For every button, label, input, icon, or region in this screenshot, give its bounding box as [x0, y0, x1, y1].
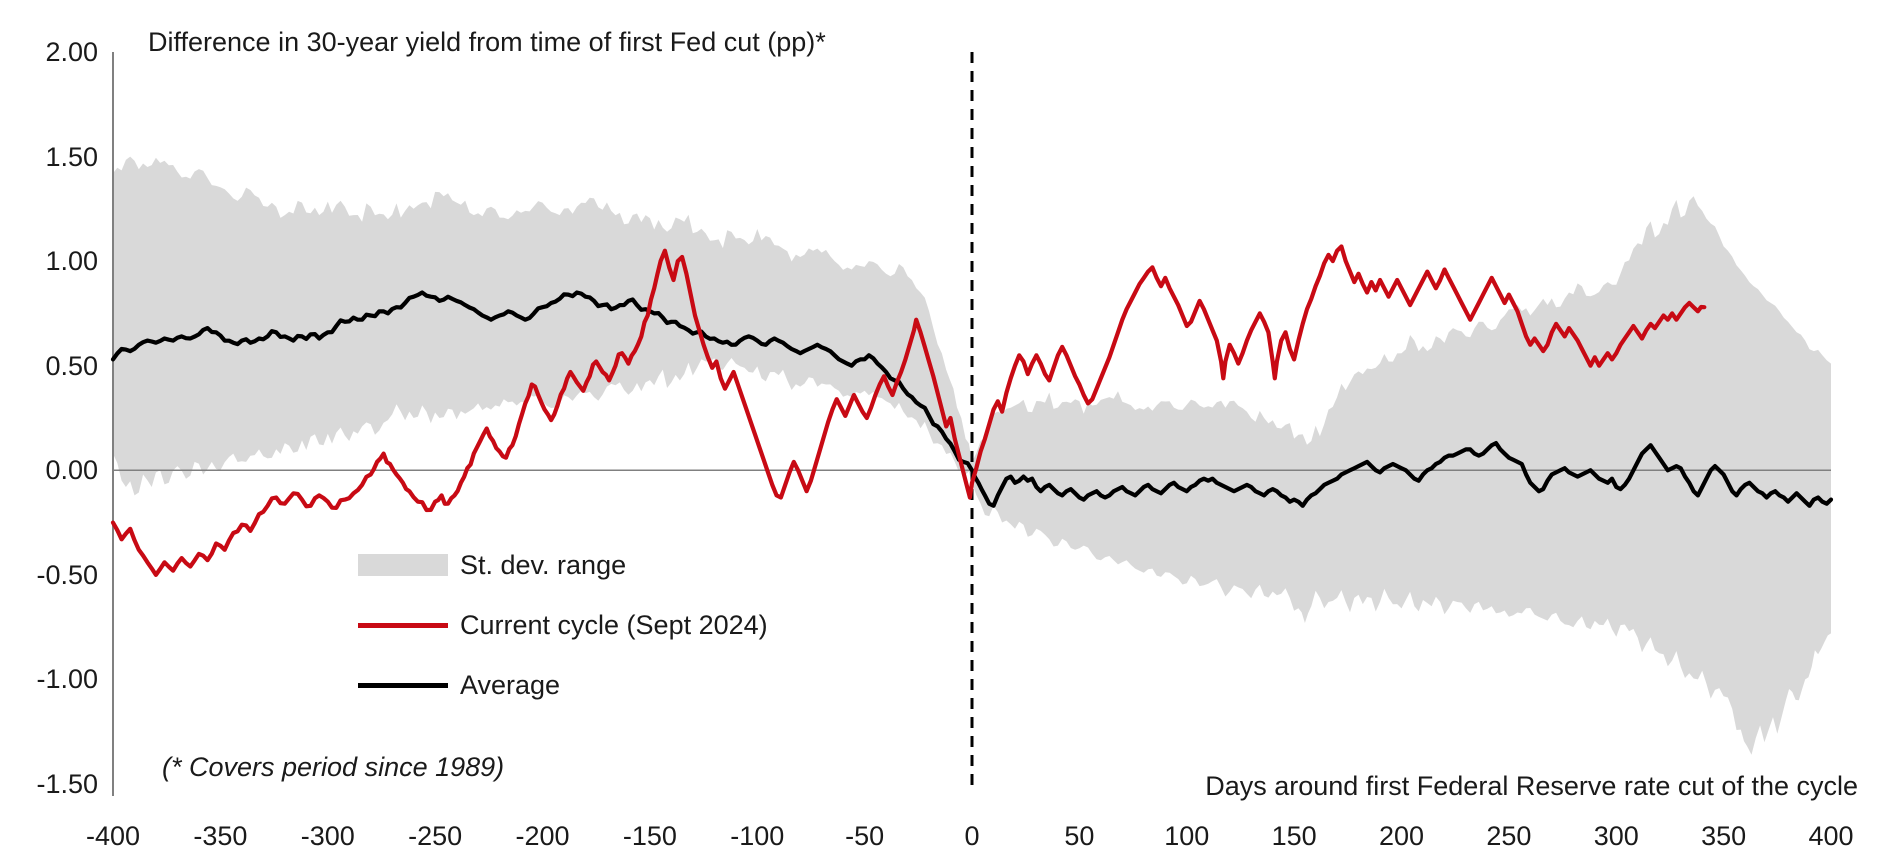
y-tick-label: 1.00	[45, 246, 98, 277]
current-cycle-line-swatch-icon	[358, 622, 448, 628]
chart-title: Difference in 30-year yield from time of…	[148, 27, 826, 57]
x-tick-label: 50	[1064, 821, 1095, 851]
x-tick-label: 100	[1164, 821, 1210, 851]
x-axis-title: Days around first Federal Reserve rate c…	[1205, 771, 1858, 801]
current-cycle-line	[110, 244, 1707, 578]
x-tick-label: -250	[408, 821, 463, 851]
y-tick-label: 1.50	[45, 141, 98, 172]
x-tick-label: 200	[1378, 821, 1425, 851]
x-tick-label: 300	[1593, 821, 1639, 851]
average-line-swatch-icon	[358, 682, 448, 688]
x-tick-label: -100	[730, 821, 785, 851]
x-tick-label: -150	[622, 821, 677, 851]
legend-item-average: Average	[358, 655, 768, 715]
y-tick-label: -0.50	[36, 559, 98, 590]
x-tick-label: -400	[85, 821, 141, 851]
legend-label: Average	[460, 669, 561, 700]
x-tick-label: 350	[1701, 821, 1747, 851]
x-tick-label: -300	[300, 821, 355, 851]
y-tick-label: 0.00	[45, 455, 98, 486]
y-tick-label: 2.00	[45, 37, 98, 67]
legend-label: Current cycle (Sept 2024)	[460, 609, 768, 640]
x-tick-label: -350	[193, 821, 248, 851]
legend-item-stdev-range: St. dev. range	[358, 535, 768, 595]
y-tick-label: 0.50	[45, 350, 98, 381]
x-tick-label: -50	[845, 821, 885, 851]
x-tick-label: -200	[515, 821, 570, 851]
legend-item-current-cycle: Current cycle (Sept 2024)	[358, 595, 768, 655]
x-tick-label: 0	[964, 821, 980, 851]
stdev-band-swatch-icon	[358, 554, 448, 576]
x-tick-label: 250	[1486, 821, 1532, 851]
legend: St. dev. range Current cycle (Sept 2024)…	[358, 535, 768, 715]
legend-label: St. dev. range	[460, 549, 627, 580]
x-tick-label: 400	[1808, 821, 1854, 851]
y-tick-label: -1.00	[36, 664, 98, 695]
footnote: (* Covers period since 1989)	[162, 752, 505, 782]
y-tick-label: -1.50	[36, 769, 98, 799]
x-tick-label: 150	[1271, 821, 1317, 851]
